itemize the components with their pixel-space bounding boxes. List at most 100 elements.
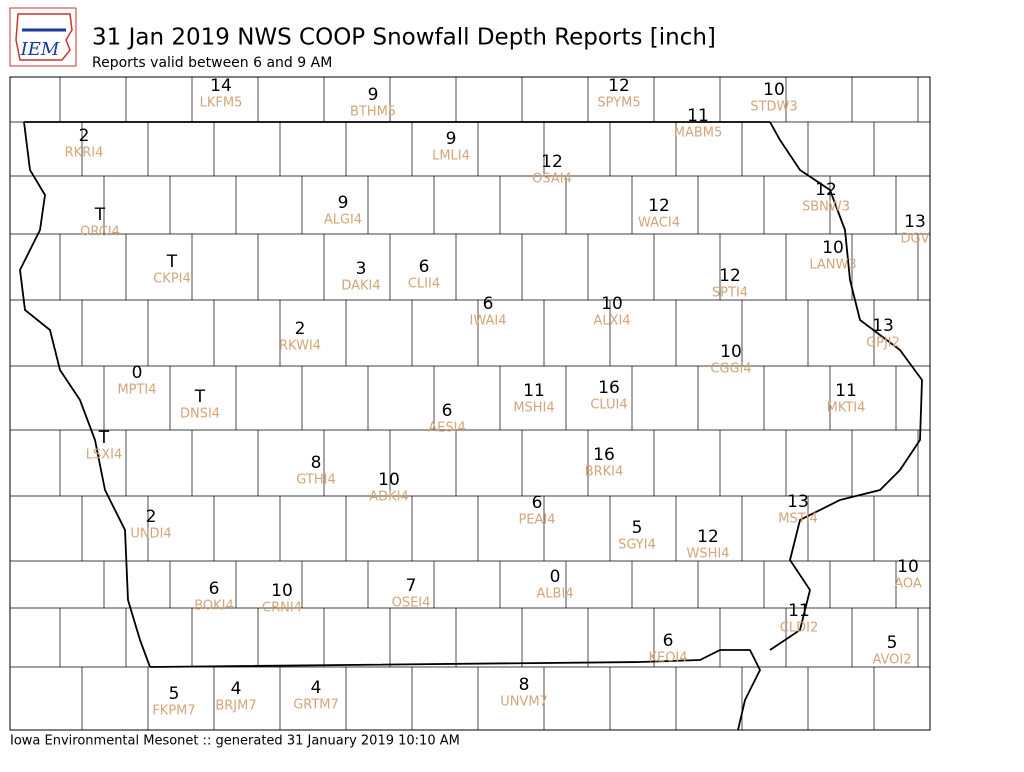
station-value: 11 (523, 381, 545, 401)
station-value: 10 (763, 80, 785, 100)
station-id: CRNI4 (262, 601, 302, 616)
station-value: 8 (519, 675, 530, 695)
station-value: 12 (815, 180, 837, 200)
station-id: CGGI4 (710, 362, 751, 377)
station-id: WACI4 (638, 216, 680, 231)
station-id: MPTI4 (117, 383, 156, 398)
station-value: 8 (311, 453, 322, 473)
border-west-river (19, 121, 151, 668)
station-value: 10 (720, 342, 742, 362)
station-value: 12 (648, 196, 670, 216)
station-value: 13 (904, 212, 926, 232)
station-value: 14 (210, 76, 232, 96)
station-id: MSHI4 (513, 401, 554, 416)
station-value: 9 (368, 85, 379, 105)
station-value: 4 (231, 679, 242, 699)
station-value: 6 (663, 631, 674, 651)
station-value: 0 (132, 363, 143, 383)
footer: Iowa Environmental Mesonet :: generated … (10, 734, 460, 749)
station-value: 6 (209, 579, 220, 599)
station-value: 6 (532, 493, 543, 513)
station-id: STDW3 (750, 100, 797, 115)
station-value: 12 (608, 76, 630, 96)
station-value: 9 (446, 129, 457, 149)
station-id: MSTI4 (778, 512, 818, 527)
station-id: CLII4 (408, 277, 440, 292)
station-id: LSXI4 (86, 448, 123, 463)
station-id: WSHI4 (687, 547, 730, 562)
station-value: 13 (872, 316, 894, 336)
station-id: DAKI4 (341, 279, 380, 294)
border-south (149, 649, 762, 730)
station-id: LMLI4 (432, 149, 470, 164)
station-id: OSEI4 (392, 596, 431, 611)
station-value: 6 (419, 257, 430, 277)
logo-text: IEM (20, 39, 60, 60)
station-value: 11 (687, 106, 709, 126)
station-id: BOKI4 (194, 599, 234, 614)
station-id: MABM5 (674, 126, 723, 141)
station-id: UNVM7 (500, 695, 548, 710)
station-value: T (166, 252, 178, 272)
station-value: 10 (601, 294, 623, 314)
station-id: IWAI4 (470, 314, 507, 329)
station-id: BRKI4 (585, 465, 624, 480)
station-id: FKPM7 (152, 704, 195, 719)
station-id: ORCI4 (80, 225, 120, 240)
station-id: LANW3 (809, 258, 856, 273)
subtitle: Reports valid between 6 and 9 AM (92, 55, 332, 71)
station-id: OSAI4 (532, 172, 572, 187)
station-id: RKRI4 (65, 146, 104, 161)
station-id: DNSI4 (180, 407, 220, 422)
station-value: 12 (697, 527, 719, 547)
station-value: 3 (356, 259, 367, 279)
station-id: AOA (894, 577, 922, 592)
station-id: MKTI4 (827, 401, 866, 416)
station-value: T (98, 428, 110, 448)
station-id: SBNW3 (802, 200, 850, 215)
station-value: 6 (442, 401, 453, 421)
station-value: 10 (271, 581, 293, 601)
station-value: T (94, 205, 106, 225)
station-id: RKWI4 (279, 339, 321, 354)
station-value: 2 (295, 319, 306, 339)
station-value: 12 (719, 266, 741, 286)
station-value: 2 (79, 126, 90, 146)
county-lines (10, 77, 930, 730)
station-id: CLUI4 (590, 398, 627, 413)
station-id: CLDI2 (780, 621, 818, 636)
title: 31 Jan 2019 NWS COOP Snowfall Depth Repo… (92, 25, 716, 51)
logo-outline (15, 13, 73, 61)
station-id: SGYI4 (618, 538, 656, 553)
station-id: GTHI4 (296, 473, 335, 488)
station-value: 11 (788, 601, 810, 621)
station-value: 9 (338, 193, 349, 213)
station-value: 10 (822, 238, 844, 258)
station-id: AVOI2 (872, 653, 911, 668)
station-id: AESI4 (428, 421, 465, 436)
station-id: SPTI4 (712, 286, 748, 301)
station-value: 4 (311, 678, 322, 698)
station-value: T (194, 387, 206, 407)
station-value: 5 (887, 633, 898, 653)
border-east-river (769, 121, 923, 651)
station-id: DGV (901, 232, 930, 247)
station-id: PEAI4 (518, 513, 555, 528)
station-value: 7 (406, 576, 417, 596)
station-id: ALBI4 (536, 587, 573, 602)
station-id: ALXI4 (593, 314, 630, 329)
station-value: 12 (541, 152, 563, 172)
station-id: SPYM5 (597, 96, 640, 111)
station-id: ALGI4 (324, 213, 362, 228)
state-borders (19, 121, 923, 730)
station-id: KEOI4 (648, 651, 687, 666)
station-value: 10 (378, 470, 400, 490)
station-value: 2 (146, 507, 157, 527)
station-id: BRJM7 (215, 699, 256, 714)
station-value: 5 (169, 684, 180, 704)
station-value: 5 (632, 518, 643, 538)
station-value: 10 (897, 557, 919, 577)
station-value: 16 (598, 378, 620, 398)
